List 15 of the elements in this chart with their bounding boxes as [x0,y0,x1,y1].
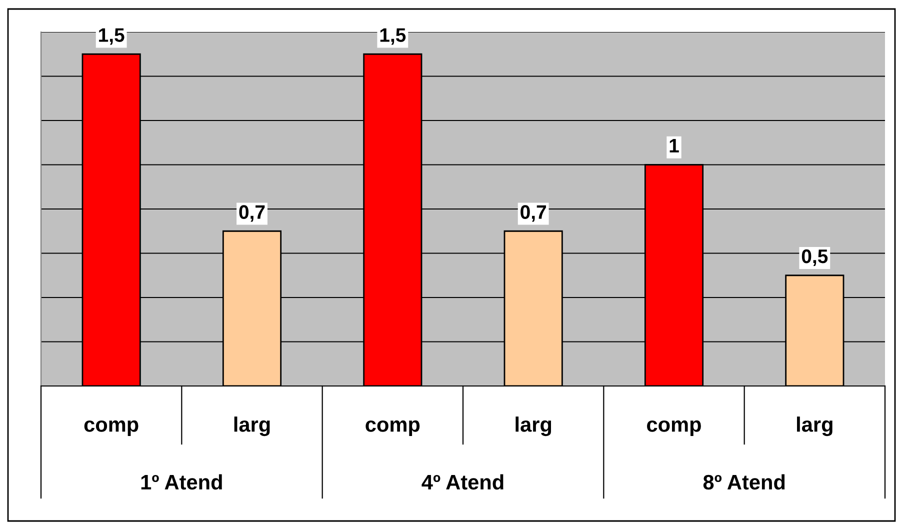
data-label: 1,5 [99,28,124,45]
x-tick-label: comp [84,420,138,436]
text: 1º Atend [141,474,222,490]
data-label: 1,5 [380,28,406,45]
x-tick-label: larg [797,416,832,436]
x-tick-label: comp [647,420,701,436]
data-label: 0,7 [520,205,546,222]
x-tick-label: larg [234,416,270,436]
data-label: 0,5 [802,249,828,266]
data-label: 1 [670,139,679,152]
text: 8º Atend [703,474,785,490]
x-tick-label: comp [366,420,420,436]
data-label: 0,7 [239,205,265,222]
x-tick-label: larg [516,416,552,436]
text: 4º Atend [422,474,504,490]
